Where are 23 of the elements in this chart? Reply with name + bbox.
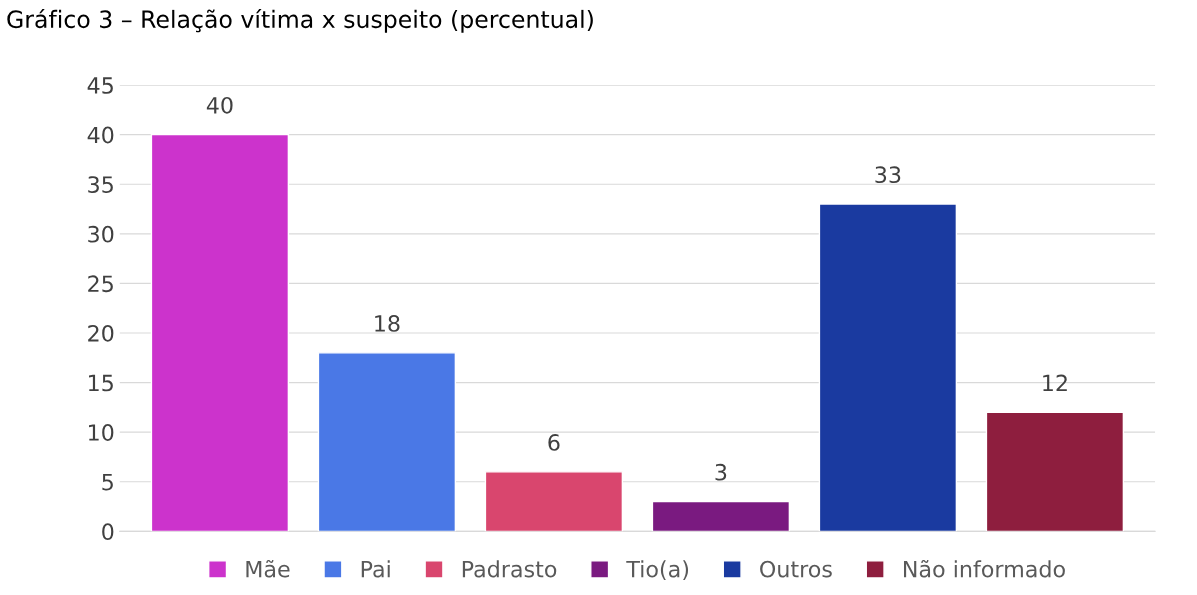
data-label: 12 [1043,374,1067,392]
y-tick-label: 10 [89,424,114,441]
y-tick-label: 45 [87,77,113,94]
y-tick-label: 20 [88,324,114,342]
legend-label: Padrasto [462,560,557,578]
legend-label: Tio(a) [626,560,689,581]
y-tick-label: 0 [102,523,114,541]
y-tick-label: 15 [89,374,113,392]
legend-label: Outros [760,560,832,578]
data-label: 6 [548,434,560,451]
data-label: 3 [715,463,727,481]
y-tick-label: 35 [88,176,113,194]
legend-label: Mãe [246,559,290,578]
legend-label: Não informado [904,559,1065,578]
y-tick-label: 25 [88,275,113,293]
data-label: 40 [206,96,233,114]
y-tick-label: 5 [102,473,113,491]
data-label: 18 [375,315,400,332]
chart-title: Gráfico 3 – Relação vítima x suspeito (percentual) [7,8,593,33]
legend-label: Pai [361,560,390,578]
y-tick-label: 40 [87,126,114,144]
data-label: 33 [875,166,901,184]
y-tick-label: 30 [88,225,114,243]
